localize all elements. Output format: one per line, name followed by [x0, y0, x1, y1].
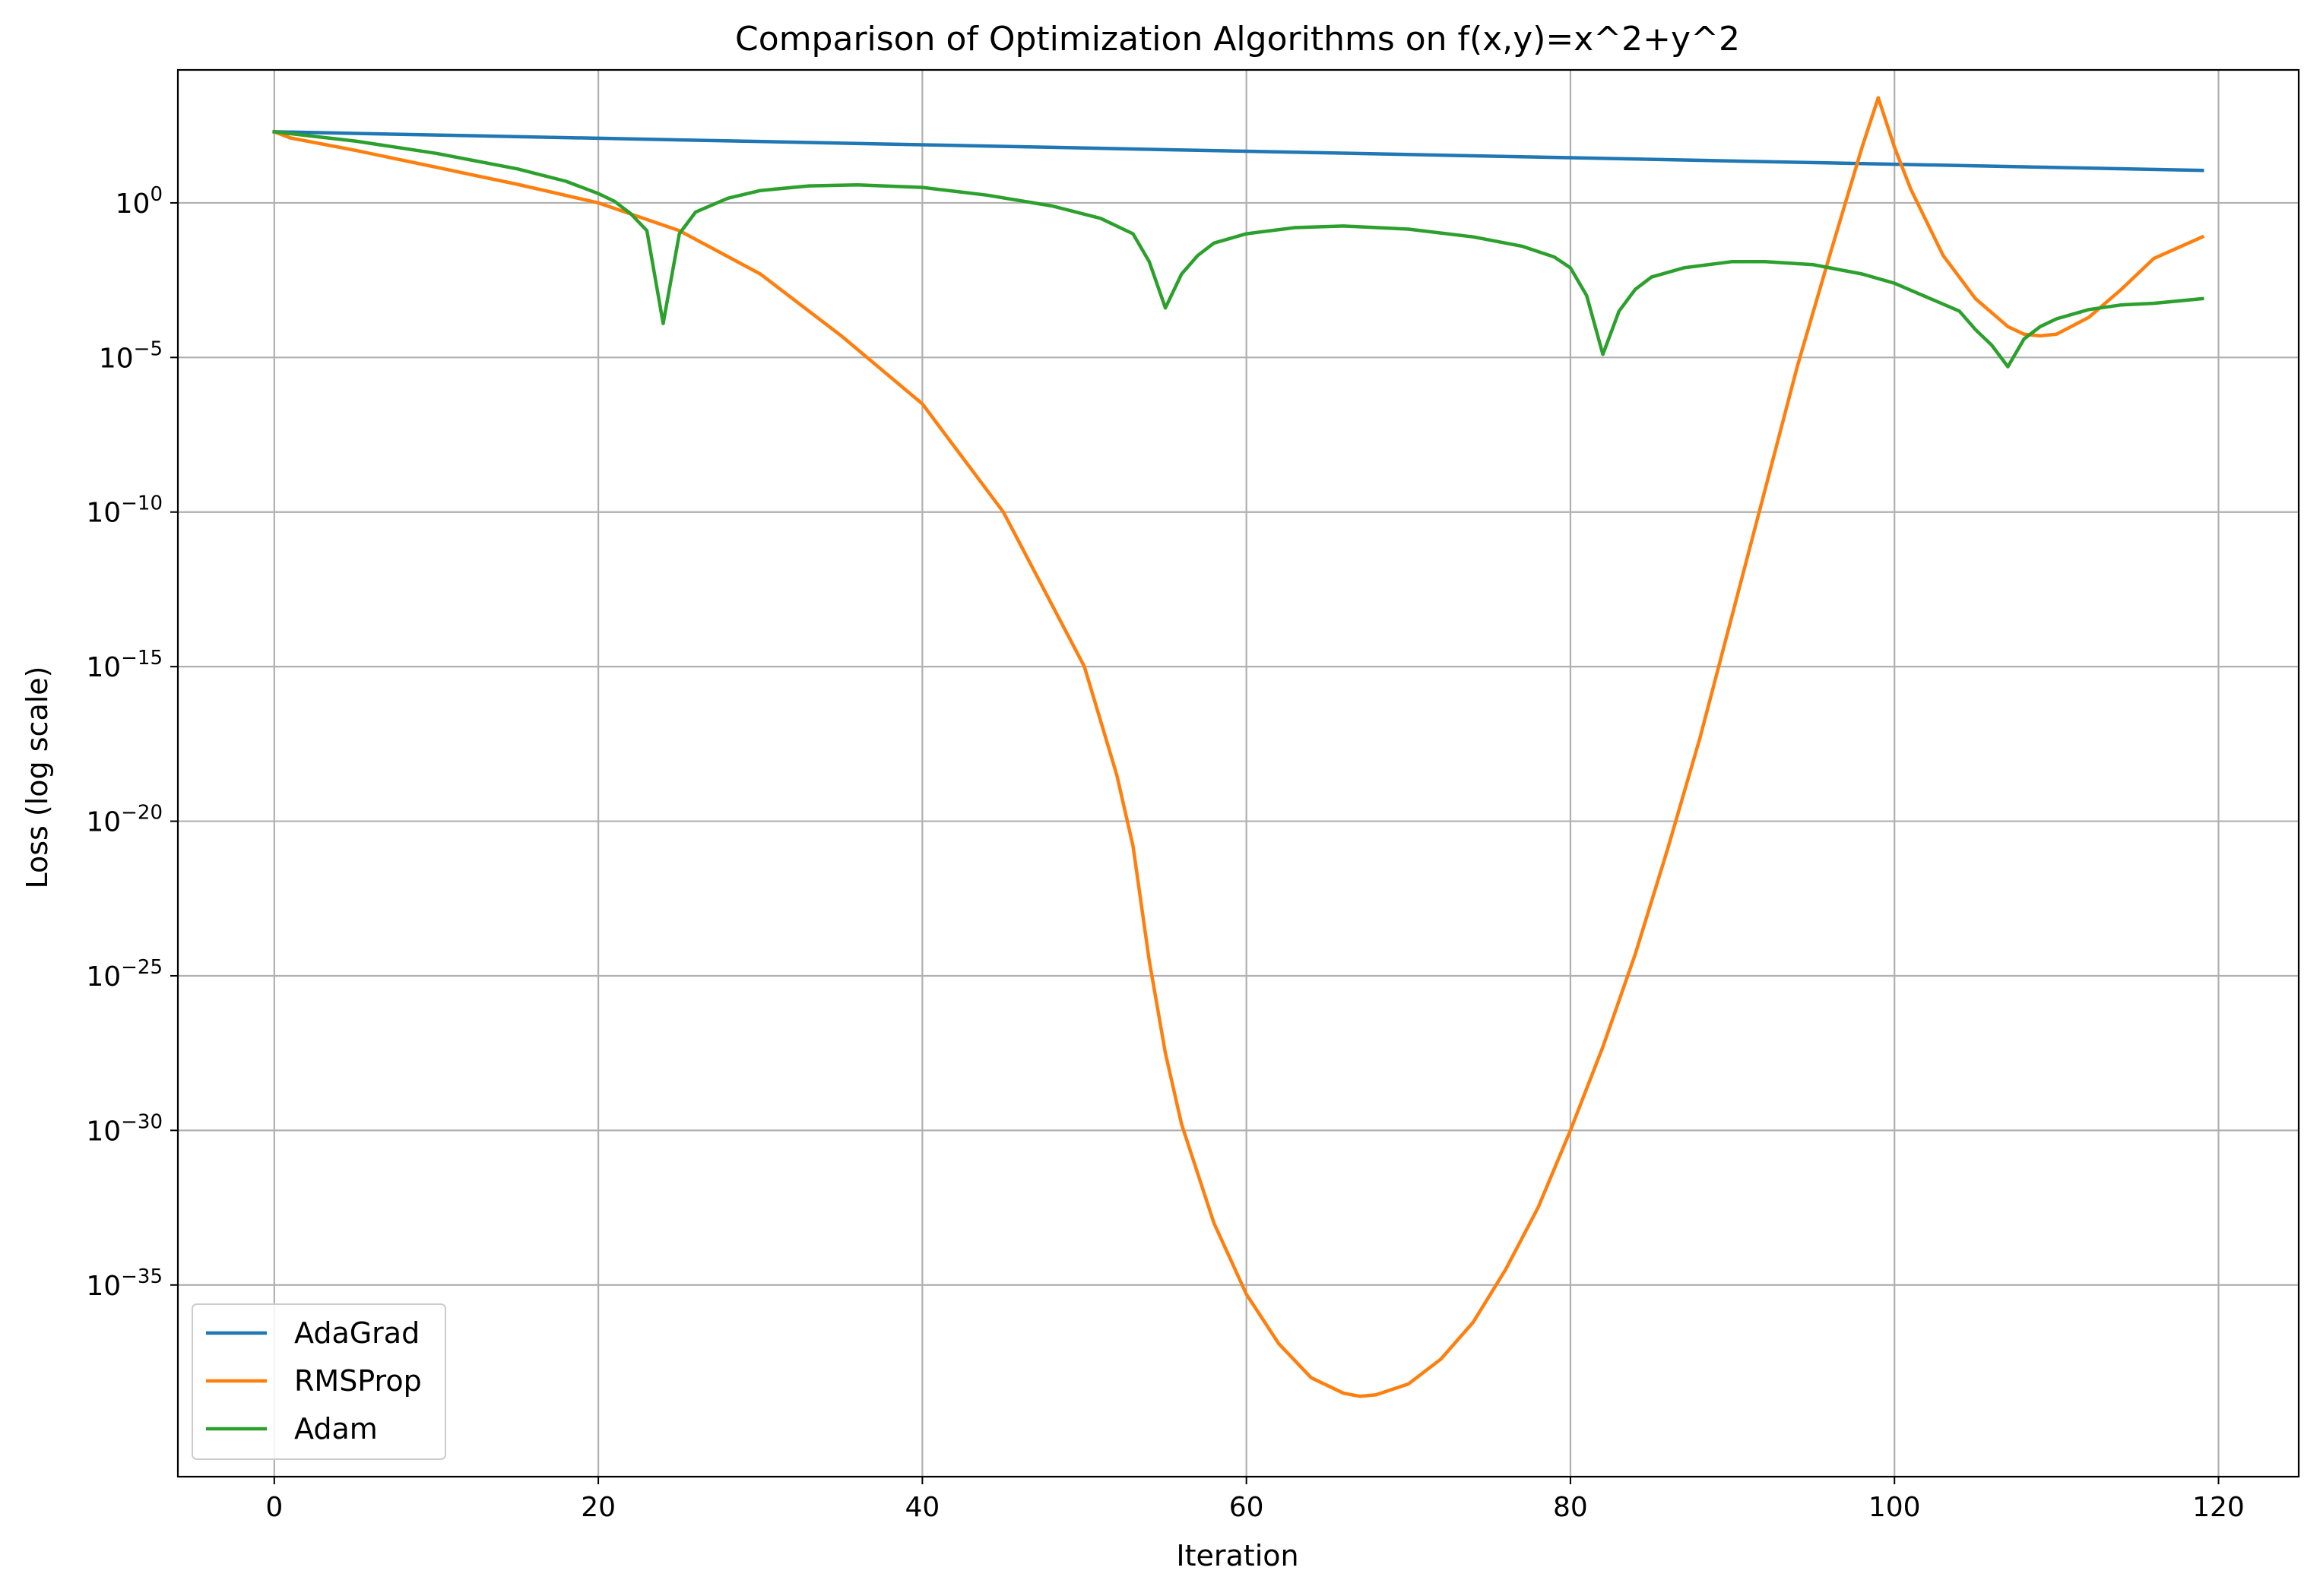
y-tick-label: 10−15	[86, 647, 163, 683]
y-axis-label: Loss (log scale)	[21, 667, 54, 889]
legend-label-adam: Adam	[294, 1412, 378, 1446]
y-tick-label: 10−5	[99, 337, 163, 374]
chart-title: Comparison of Optimization Algorithms on…	[735, 20, 1740, 59]
plot-frame	[176, 68, 2300, 1478]
x-tick-label: 60	[1229, 1492, 1264, 1523]
x-axis-label: Iteration	[1176, 1539, 1298, 1572]
x-tick-label: 120	[2192, 1492, 2245, 1523]
legend: AdaGrad RMSProp Adam	[192, 1303, 446, 1460]
y-tick-label: 100	[116, 183, 163, 220]
x-axis-ticks: 0 20 40 60 80 100 120	[265, 1477, 2245, 1523]
series-line-adagrad	[272, 130, 2204, 173]
legend-label-adagrad: AdaGrad	[294, 1316, 420, 1350]
legend-box	[192, 1303, 446, 1460]
y-tick-label: 10−25	[86, 956, 163, 993]
x-tick-label: 80	[1553, 1492, 1588, 1523]
y-tick-label: 10−10	[86, 492, 163, 529]
series-line-adam	[272, 129, 2204, 369]
x-tick-label: 0	[265, 1492, 283, 1523]
legend-label-rmsprop: RMSProp	[294, 1364, 422, 1398]
x-tick-label: 100	[1868, 1492, 1921, 1523]
y-tick-label: 10−35	[86, 1265, 163, 1302]
series-line-rmsprop	[271, 96, 2205, 1398]
y-tick-label: 10−20	[86, 802, 163, 838]
y-axis-ticks: 100 10−5 10−10 10−15 10−20 10−25 10−30 10−35	[86, 183, 178, 1302]
grid-lines	[178, 70, 2299, 1477]
y-tick-label: 10−30	[86, 1110, 163, 1147]
x-tick-label: 40	[905, 1492, 940, 1523]
x-tick-label: 20	[581, 1492, 616, 1523]
series-lines	[271, 96, 2205, 1398]
